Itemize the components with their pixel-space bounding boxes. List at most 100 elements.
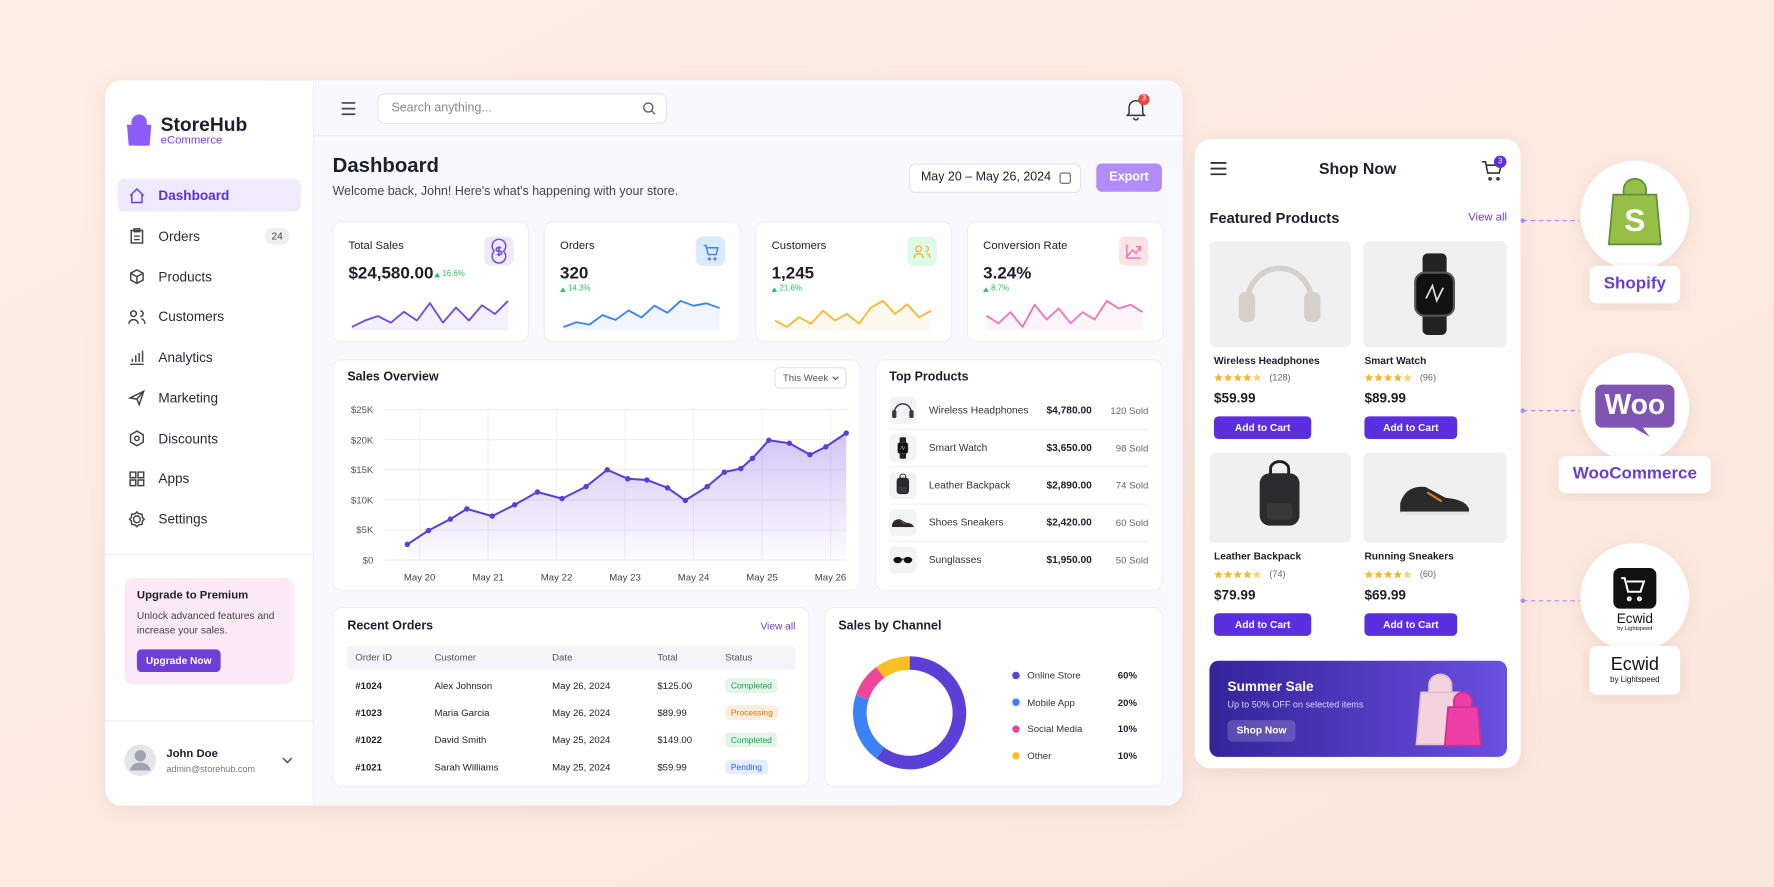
channel-card (824, 606, 1163, 787)
star (1223, 570, 1233, 579)
y-tick-label: $5K (356, 524, 374, 536)
nav-icon (129, 187, 145, 204)
kpi-label: Total Sales (348, 239, 404, 253)
product-glyph (893, 556, 913, 564)
glyph-part (892, 526, 914, 529)
user-email: admin@storehub.com (166, 763, 256, 775)
star (1393, 570, 1403, 579)
chevron[interactable] (282, 757, 293, 764)
connector-dot (1520, 218, 1526, 223)
nav-label[interactable]: Analytics (158, 349, 213, 366)
line-point (682, 497, 689, 504)
shop-menu-icon[interactable] (1210, 162, 1227, 176)
product-name: Leather Backpack (1213, 550, 1302, 562)
glyph-part (1304, 292, 1321, 323)
product-glyph (896, 473, 910, 495)
nav-label[interactable]: Dashboard (158, 187, 230, 204)
kpi-value: 320 (560, 263, 589, 283)
review-count: (128) (1269, 372, 1291, 383)
view-all[interactable]: View all (760, 620, 796, 632)
nav-icon (129, 430, 144, 447)
product-glyph (1238, 265, 1321, 323)
glyph-part (903, 556, 913, 564)
star (1364, 373, 1374, 382)
nav-active-bg (117, 178, 301, 212)
product-price: $89.99 (1364, 390, 1406, 406)
nav-label[interactable]: Marketing (158, 389, 219, 406)
add-to-cart[interactable]: Add to Cart (1364, 416, 1458, 439)
donut-segment (876, 656, 910, 679)
nav-label[interactable]: Customers (158, 308, 225, 325)
product-price: $69.99 (1364, 586, 1406, 603)
notification-badge: 3 (1138, 93, 1150, 106)
kpi-change: 8.7% (991, 284, 1010, 293)
product-glyph (1400, 486, 1469, 516)
date-range[interactable]: May 20 – May 26, 2024 (920, 170, 1052, 184)
upgrade-button[interactable]: Upgrade Now (136, 649, 221, 673)
line-point (644, 477, 650, 483)
line-point (766, 437, 772, 443)
menu-icon[interactable] (341, 102, 356, 116)
kpi-change: 21.6% (779, 284, 802, 293)
upgrade-title: Upgrade to Premium (136, 589, 249, 602)
line-point (604, 467, 610, 473)
cell: #1024 (355, 679, 382, 692)
star (1233, 570, 1243, 579)
search-placeholder[interactable]: Search anything... (391, 101, 492, 115)
line-point (512, 501, 518, 508)
export-button[interactable]: Export (1096, 163, 1162, 192)
kpi-card (755, 221, 953, 343)
review-count: (60) (1419, 569, 1436, 580)
integration-label[interactable]: WooCommerce (1572, 463, 1697, 484)
change-arrow (983, 287, 989, 292)
product-revenue: $1,950.00 (1046, 553, 1092, 566)
rating-stars (1214, 570, 1262, 579)
cell: Maria Garcia (434, 707, 490, 719)
integration-label[interactable]: Ecwid (1610, 655, 1659, 675)
product-sold: 74 Sold (1115, 479, 1149, 491)
nav-icon (127, 389, 145, 407)
line-point (489, 513, 495, 519)
legend-label: Online Store (1027, 669, 1081, 681)
nav-label[interactable]: Products (158, 268, 212, 285)
nav-label[interactable]: Apps (158, 470, 190, 487)
kpi-value: $24,580.00 (348, 263, 434, 283)
nav-label[interactable]: Discounts (158, 430, 219, 447)
integration-label-box (1589, 265, 1681, 304)
kpi-icon-bg (907, 236, 937, 266)
nav-label[interactable]: Settings (158, 511, 208, 528)
y-tick-label: $10K (350, 494, 374, 506)
add-to-cart[interactable]: Add to Cart (1364, 613, 1458, 636)
connector-dot (1520, 598, 1526, 604)
kpi-icon-bg (695, 236, 726, 266)
filter-box[interactable] (774, 367, 847, 389)
donut-segment (855, 667, 885, 700)
product-name: Leather Backpack (928, 479, 1011, 491)
kpi-label: Customers (771, 239, 827, 253)
banner-button[interactable]: Shop Now (1227, 720, 1296, 742)
status-pill: Completed (725, 678, 778, 693)
filter-label[interactable]: This Week (782, 372, 829, 384)
glyph-part (909, 410, 914, 419)
add-to-cart[interactable]: Add to Cart (1213, 416, 1312, 439)
cell: $59.99 (657, 761, 687, 773)
integration-sub: by Lightspeed (1610, 676, 1660, 685)
rating-stars (1214, 373, 1262, 382)
view-all[interactable]: View all (1468, 211, 1507, 225)
star (1403, 373, 1412, 382)
product-revenue: $2,890.00 (1046, 479, 1092, 491)
date-box[interactable] (909, 163, 1082, 193)
glyph-part (899, 473, 907, 479)
search-box[interactable] (377, 93, 667, 124)
shop-title: Shop Now (1318, 159, 1397, 178)
nav-label[interactable]: Orders (158, 228, 200, 244)
add-to-cart[interactable]: Add to Cart (1213, 613, 1312, 636)
user-name: John Doe (166, 747, 218, 761)
cell: Sarah Williams (434, 761, 499, 773)
review-count: (96) (1419, 372, 1436, 383)
column-header: Order ID (355, 651, 393, 663)
search-icon (651, 110, 656, 115)
nav-badge-bg (264, 227, 290, 245)
integration-label[interactable]: Shopify (1603, 273, 1666, 294)
product-name: Smart Watch (928, 441, 988, 454)
